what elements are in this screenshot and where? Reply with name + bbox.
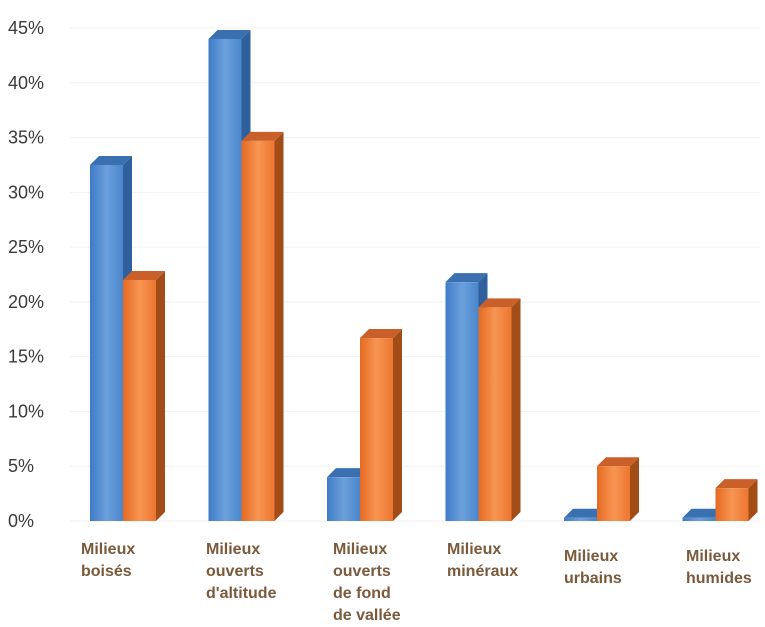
category-label: Milieux urbains — [564, 546, 622, 590]
bar-top — [715, 479, 758, 489]
bar-top — [597, 457, 639, 467]
y-axis: 0% 5% 10% 15% 20% 25% 30% 35% 40% 45% — [8, 18, 44, 531]
y-tick-label: 40% — [8, 73, 44, 93]
bar-top — [360, 329, 402, 339]
bar-front — [478, 307, 512, 521]
bar-front — [208, 38, 242, 521]
category-label-line: ouverts — [206, 563, 264, 580]
y-tick-label: 5% — [8, 456, 34, 476]
bar-top — [208, 29, 251, 39]
category-label-line: Milieux — [333, 541, 388, 558]
bar-side — [393, 329, 402, 521]
bar-2-6 — [715, 479, 758, 521]
bar-front — [360, 338, 393, 521]
bar-front — [123, 279, 156, 521]
bar-2-4 — [478, 298, 521, 521]
category-label: Milieux ouverts d'altitude — [206, 539, 276, 605]
bar-top — [682, 508, 725, 518]
bar-top — [478, 298, 521, 308]
bar-front — [241, 140, 275, 521]
category-label-line: urbains — [564, 570, 622, 587]
bar-front — [445, 282, 479, 521]
bar-front — [715, 488, 749, 521]
category-label-line: Milieux — [206, 541, 261, 558]
category-label: Milieux humides — [686, 546, 752, 590]
bar-front — [90, 164, 123, 521]
category-label-line: boisés — [81, 563, 132, 580]
category-label-line: de fond — [333, 585, 391, 602]
bar-side — [630, 457, 639, 521]
bar-front — [682, 517, 716, 521]
bar-side — [748, 479, 758, 521]
y-tick-label: 0% — [8, 511, 34, 531]
category-label-line: d'altitude — [206, 585, 277, 602]
y-tick-label: 30% — [8, 182, 44, 202]
bar-front — [597, 466, 630, 521]
bar-top — [241, 131, 284, 141]
bar-side — [274, 131, 284, 521]
category-label-line: Milieux — [81, 541, 136, 558]
bar-top — [123, 270, 165, 280]
category-label: Milieux boisés — [81, 539, 135, 583]
category-label-line: de vallée — [333, 607, 401, 624]
bar-side — [156, 270, 165, 521]
bar-2-5 — [597, 457, 639, 521]
gridlines — [70, 27, 760, 522]
bar-front — [327, 477, 360, 521]
y-tick-label: 25% — [8, 237, 44, 257]
bars — [90, 29, 758, 521]
category-label-line: minéraux — [447, 563, 519, 580]
bar-front — [564, 517, 597, 521]
category-label-line: Milieux — [447, 541, 502, 558]
bar-top — [564, 508, 606, 518]
bar-side — [511, 298, 521, 521]
category-label-line: humides — [686, 570, 752, 587]
y-tick-label: 10% — [8, 401, 44, 421]
category-label: Milieux minéraux — [447, 539, 518, 583]
bar-top — [327, 468, 369, 478]
y-tick-label: 35% — [8, 128, 44, 148]
bar-2-2 — [241, 131, 284, 521]
bar-top — [90, 155, 132, 165]
y-tick-label: 45% — [8, 18, 44, 38]
y-tick-label: 20% — [8, 292, 44, 312]
bar-2-1 — [123, 270, 165, 521]
category-label-line: Milieux — [686, 548, 741, 565]
bar-2-3 — [360, 329, 402, 521]
category-label: Milieux ouverts de fond de vallée — [333, 539, 401, 627]
y-tick-label: 15% — [8, 347, 44, 367]
bar-top — [445, 273, 488, 283]
category-label-line: ouverts — [333, 563, 391, 580]
category-label-line: Milieux — [564, 548, 619, 565]
